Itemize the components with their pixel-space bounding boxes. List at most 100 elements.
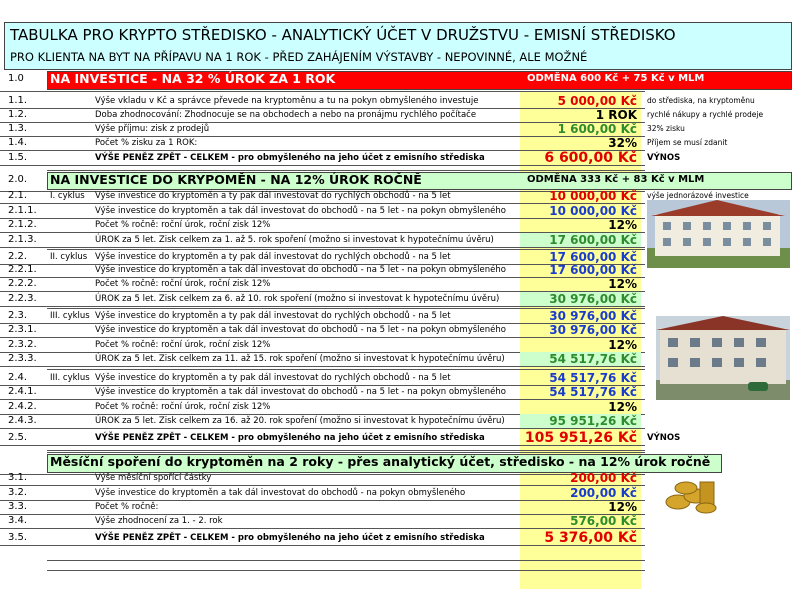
section-number: 1.0 (8, 73, 24, 84)
row-label: Počet % ročně: (95, 502, 159, 512)
row-value: 200,00 Kč (570, 486, 637, 500)
row-label: Počet % ročně: roční úrok, roční zisk 12… (95, 279, 271, 289)
row-number: 1.2. (8, 109, 28, 120)
row-note: výše jednorázové investice (647, 191, 749, 200)
row-line (0, 277, 645, 278)
row-label: VÝŠE PENĚZ ZPĚT - CELKEM - pro obmyšlené… (95, 533, 485, 543)
row-number: 3.4. (8, 515, 28, 526)
row-value: 30 976,00 Kč (549, 292, 637, 306)
row-label: Výše zhodnocení za 1. - 2. rok (95, 516, 223, 526)
row-value: 10 000,00 Kč (549, 189, 637, 203)
row-value: 12% (608, 338, 637, 352)
row-label: Výše vkladu v Kč a správce převede na kr… (95, 96, 479, 106)
section-heading: NA INVESTICE DO KRYPOMĚN - NA 12% ÚROK R… (50, 172, 422, 187)
row-value: 54 517,76 Kč (549, 352, 637, 366)
row-number: 2.2.1. (8, 264, 37, 275)
row-cycle: III. cyklus (50, 311, 90, 321)
row-note: do střediska, na kryptoměnu (647, 96, 755, 105)
row-line (0, 399, 645, 400)
row-note: VÝNOS (647, 433, 681, 443)
row-note: 32% zisku (647, 124, 685, 133)
row-value: 1 600,00 Kč (557, 122, 637, 136)
value-bg (520, 352, 641, 366)
row-value: 6 600,00 Kč (544, 150, 637, 166)
row-cycle: II. cyklus (50, 252, 88, 262)
row-label: Výše investice do kryptoměn a tak dál in… (95, 387, 506, 397)
row-line (0, 352, 645, 353)
row-value: 30 976,00 Kč (549, 323, 637, 337)
row-value: 32% (608, 136, 637, 150)
row-number: 1.5. (8, 152, 28, 163)
row-line (0, 514, 645, 515)
row-line (0, 136, 645, 137)
row-value: 17 600,00 Kč (549, 263, 637, 277)
row-line (0, 218, 645, 219)
row-line (0, 165, 645, 166)
row-line (0, 528, 645, 529)
row-note: rychlé nákupy a rychlé prodeje (647, 110, 764, 119)
row-line (47, 170, 645, 171)
building-photo (656, 316, 790, 400)
row-line (0, 366, 645, 367)
row-number: 2.1. (8, 190, 28, 201)
row-value: 200,00 Kč (570, 471, 637, 485)
row-number: 2.2. (8, 251, 28, 262)
subtitle: PRO KLIENTA NA BYT NA PŘÍPAVU NA 1 ROK -… (10, 50, 588, 64)
row-line (0, 485, 645, 486)
row-line (0, 445, 645, 446)
section-number: 2.0. (8, 174, 28, 185)
section-reward: ODMĚNA 333 Kč + 83 Kč v MLM (527, 174, 705, 185)
row-line (0, 203, 645, 204)
row-line (0, 306, 645, 307)
row-value: 30 976,00 Kč (549, 309, 637, 323)
row-line (0, 264, 645, 265)
row-label: Výše investice do kryptoměn a ty pak dál… (95, 373, 451, 383)
row-value: 12% (608, 277, 637, 291)
row-line (0, 385, 645, 386)
row-number: 3.5. (8, 532, 28, 543)
title: TABULKA PRO KRYPTO STŘEDISKO - ANALYTICK… (10, 26, 676, 44)
row-number: 2.2.3. (8, 293, 37, 304)
row-number: 2.4.2. (8, 401, 37, 412)
section-heading: Měsíční spoření do kryptoměn na 2 roky -… (50, 454, 711, 469)
row-label: Počet % ročně: roční úrok, roční zisk 12… (95, 220, 271, 230)
row-note: Příjem se musí zdanit (647, 138, 728, 147)
row-number: 1.1. (8, 95, 28, 106)
row-line (0, 122, 645, 123)
value-bg (520, 414, 641, 428)
row-value: 54 517,76 Kč (549, 385, 637, 399)
row-label: VÝŠE PENĚZ ZPĚT - CELKEM - pro obmyšlené… (95, 153, 485, 163)
row-number: 2.4. (8, 372, 28, 383)
row-line (0, 323, 645, 324)
row-number: 2.4.3. (8, 415, 37, 426)
row-line (0, 428, 645, 429)
row-line (0, 232, 645, 233)
row-number: 2.4.1. (8, 386, 37, 397)
row-label: ÚROK za 5 let. Zisk celkem za 6. až 10. … (95, 294, 500, 304)
section-band (47, 70, 792, 90)
row-line (0, 108, 645, 109)
value-bg (520, 292, 641, 306)
row-value: 1 ROK (595, 108, 637, 122)
row-label: Výše investice do kryptoměn a tak dál in… (95, 206, 506, 216)
row-label: Počet % zisku za 1 ROK: (95, 138, 198, 148)
row-value: 105 951,26 Kč (524, 430, 637, 446)
row-label: Výše příjmu: zisk z prodejů (95, 124, 210, 134)
row-label: Počet % ročně: roční úrok, roční zisk 12… (95, 340, 271, 350)
row-line (47, 308, 645, 309)
building-photo (647, 200, 790, 268)
row-number: 2.1.3. (8, 234, 37, 245)
row-line (0, 414, 645, 415)
row-value: 12% (608, 218, 637, 232)
row-note: VÝNOS (647, 153, 681, 163)
row-value: 10 000,00 Kč (549, 204, 637, 218)
row-line (0, 191, 645, 192)
section-reward: ODMĚNA 600 Kč + 75 Kč v MLM (527, 73, 705, 84)
row-label: Doba zhodnocování: Zhodnocuje se na obch… (95, 110, 477, 120)
row-line (47, 452, 645, 453)
gold-coins (665, 481, 717, 514)
row-line (0, 337, 645, 338)
row-cycle: III. cyklus (50, 373, 90, 383)
row-value: 576,00 Kč (570, 514, 637, 528)
section-band (47, 453, 722, 473)
